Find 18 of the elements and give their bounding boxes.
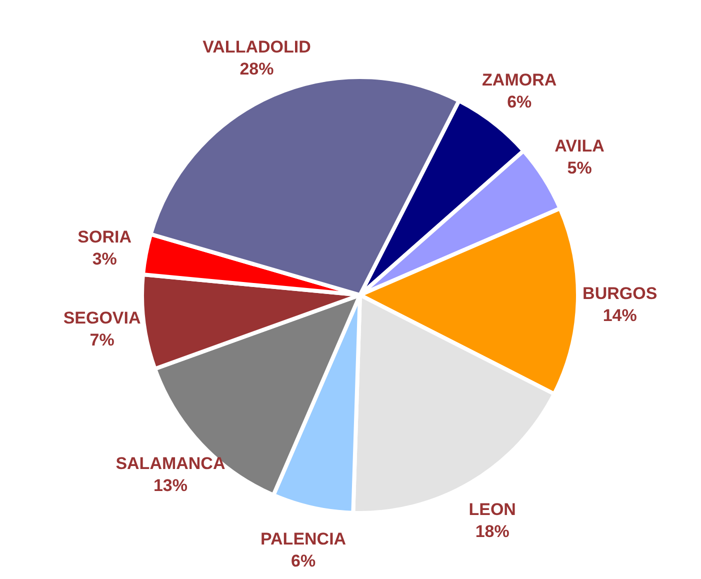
slice-label: SEGOVIA: [63, 308, 141, 328]
slice-label: BURGOS: [582, 284, 658, 304]
slice-label: SALAMANCA: [116, 454, 226, 473]
slice-label: PALENCIA: [260, 530, 346, 549]
slice-label: SORIA: [78, 227, 132, 246]
data-label: 13%: [153, 476, 188, 495]
data-label: 7%: [90, 330, 114, 350]
slice-label: VALLADOLID: [202, 37, 311, 56]
slice-label: LEON: [468, 500, 516, 519]
slice-label: ZAMORA: [482, 70, 557, 90]
slice-label: AVILA: [554, 136, 604, 156]
data-label: 14%: [602, 306, 637, 326]
data-label: 6%: [507, 92, 532, 112]
data-label: 3%: [92, 249, 117, 268]
data-label: 5%: [567, 158, 592, 178]
data-label: 28%: [240, 59, 274, 78]
data-label: 6%: [290, 552, 316, 571]
data-label: 18%: [475, 522, 510, 541]
